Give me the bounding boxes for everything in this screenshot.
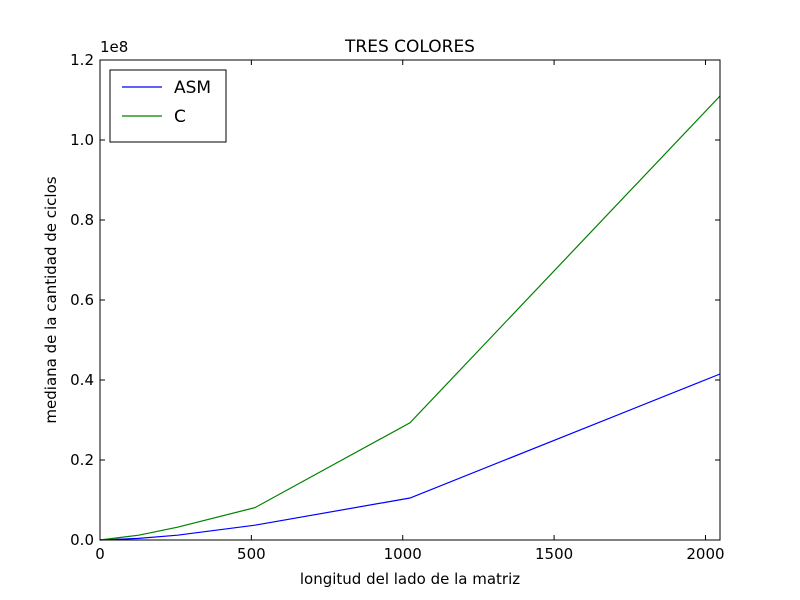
y-tick-label: 0.6	[70, 291, 94, 309]
y-tick-label: 1.0	[70, 131, 94, 149]
y-tick-label: 0.0	[70, 531, 94, 549]
plot-area: 0 500 1000 1500 2000 0.0 0.2 0.4 0.6 0.8 1.0 1.2	[70, 51, 724, 563]
y-tick-label: 0.8	[70, 211, 94, 229]
series-line-asm	[99, 373, 721, 541]
y-axis-label: mediana de la cantidad de ciclos	[42, 176, 60, 423]
y-tick-label: 1.2	[70, 51, 94, 69]
y-tick-label: 0.4	[70, 371, 94, 389]
plot-frame	[99, 59, 721, 541]
x-tick-label: 1000	[384, 545, 422, 563]
x-axis-label: longitud del lado de la matriz	[300, 570, 520, 588]
legend-label-c: C	[174, 107, 186, 127]
legend-label-asm: ASM	[174, 78, 211, 98]
legend-box	[109, 69, 227, 143]
y-multiplier-label: 1e8	[100, 38, 128, 56]
x-tick-label: 1500	[535, 545, 573, 563]
series-line-c	[99, 95, 721, 541]
chart-title: TRES COLORES	[344, 37, 475, 57]
legend: ASM C	[109, 69, 227, 143]
x-tick-label: 2000	[686, 545, 724, 563]
y-tick-label: 0.2	[70, 451, 94, 469]
x-tick-label: 0	[95, 545, 105, 563]
x-tick-label: 500	[237, 545, 266, 563]
